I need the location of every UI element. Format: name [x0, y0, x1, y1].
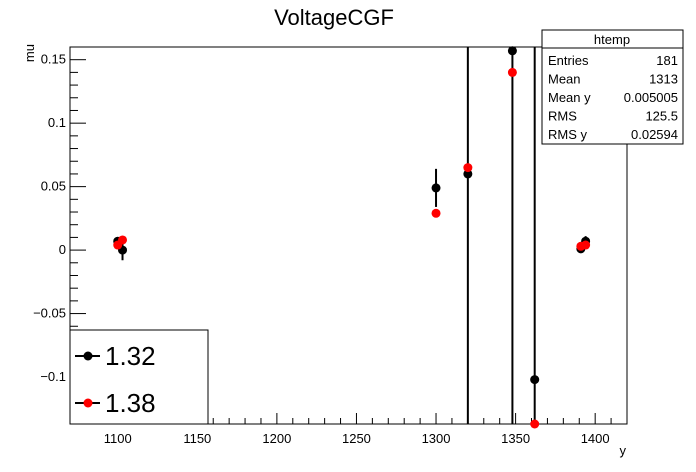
- stats-label: Mean y: [548, 90, 591, 105]
- stats-value: 0.005005: [624, 90, 678, 105]
- x-axis-label: y: [620, 443, 627, 458]
- data-point-series-1: [431, 183, 441, 193]
- stats-frame: [541, 29, 684, 145]
- legend-marker: [83, 398, 93, 408]
- y-tick-label: −0.1: [40, 369, 66, 384]
- legend: 1.32 1.38: [69, 329, 209, 425]
- stats-value: 0.02594: [631, 127, 678, 142]
- legend-box: [69, 329, 209, 425]
- x-tick-label: 1150: [183, 431, 211, 446]
- y-tick-label: 0.15: [41, 52, 66, 67]
- data-point-series-1: [507, 46, 517, 56]
- stats-value: 181: [656, 53, 678, 68]
- stats-label: RMS y: [548, 127, 588, 142]
- stats-label: RMS: [548, 109, 577, 124]
- y-tick-label: 0: [59, 242, 66, 257]
- x-tick-label: 1200: [262, 431, 291, 446]
- data-point-series-2: [581, 240, 591, 250]
- x-tick-label: 1250: [342, 431, 371, 446]
- x-tick-label: 1400: [581, 431, 610, 446]
- y-axis-label: mu: [22, 44, 37, 62]
- data-point-series-2: [118, 235, 128, 245]
- data-layer: [113, 46, 591, 429]
- stats-title: htemp: [594, 32, 630, 47]
- stats-value: 1313: [649, 72, 678, 87]
- axes: 1100 1150 1200 1250 1300 1350 1400 −0.1 −0.05 0 0.…: [33, 52, 628, 446]
- data-point-series-2: [530, 419, 540, 429]
- stats-value: 125.5: [645, 109, 678, 124]
- y-tick-label: 0.1: [48, 115, 66, 130]
- x-tick-label: 1300: [422, 431, 451, 446]
- y-tick-label: 0.05: [41, 179, 66, 194]
- data-point-series-1: [463, 169, 473, 179]
- stats-box: htemp Entries 181 Mean 1313 Mean y 0.005005 RMS…: [541, 29, 684, 145]
- chart-title: VoltageCGF: [274, 5, 394, 30]
- stats-label: Mean: [548, 72, 581, 87]
- legend-marker: [83, 351, 93, 361]
- x-tick-label: 1100: [104, 431, 132, 446]
- y-tick-label: −0.05: [33, 306, 66, 321]
- x-tick-label: 1350: [501, 431, 530, 446]
- plot-frame: [69, 46, 628, 425]
- data-point-series-2: [463, 163, 473, 173]
- data-point-series-1: [530, 375, 540, 385]
- legend-label: 1.38: [105, 388, 156, 418]
- data-point-series-2: [507, 67, 517, 77]
- legend-label: 1.32: [105, 341, 156, 371]
- data-point-series-2: [431, 208, 441, 218]
- stats-label: Entries: [548, 53, 589, 68]
